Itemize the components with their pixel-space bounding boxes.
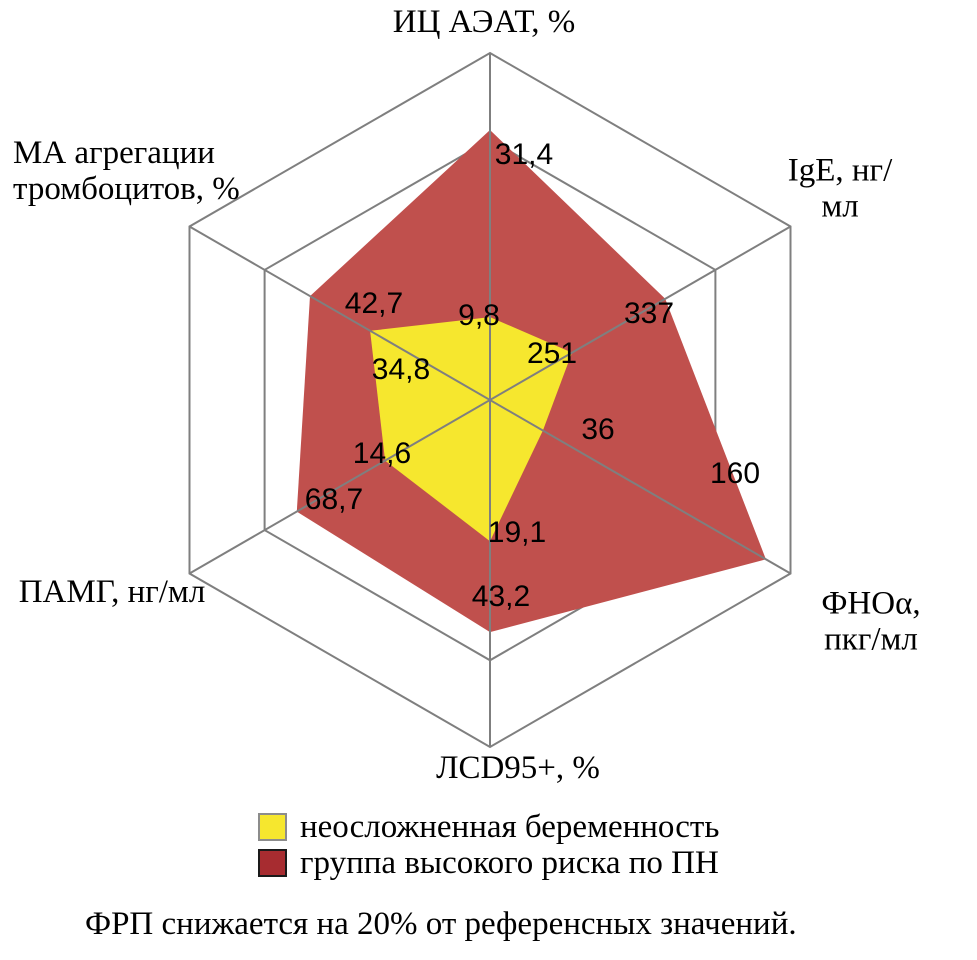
axis-title-lcd95: ЛCD95+, % [436, 750, 600, 787]
value-label-yellow-lcd95: 19,1 [487, 516, 547, 549]
value-label-yellow-ic-aeat: 9,8 [458, 299, 500, 332]
legend-swatch-yellow-icon [258, 813, 287, 841]
value-label-red-fno: 160 [709, 457, 761, 490]
legend-swatch-red-icon [258, 849, 287, 877]
axis-title-pamg: ПАМГ, нг/мл [18, 574, 206, 611]
series-uncomplicated-polygon [370, 317, 572, 542]
legend-item-high-risk: группа высокого риска по ПН [258, 844, 719, 881]
radar-plot [188, 51, 792, 749]
footnote: ФРП снижается на 20% от референсных знач… [85, 906, 797, 942]
axis-title-ma-aggregation: МА агрегации тромбоцитов, % [13, 135, 240, 207]
axis-title-ige: IgE, нг/мл [787, 152, 893, 224]
value-label-red-lcd95: 43,2 [471, 580, 531, 613]
legend: неосложненная беременность группа высоко… [258, 808, 720, 885]
axis-line-fno-ma [188, 225, 792, 575]
legend-label: группа высокого риска по ПН [300, 844, 719, 881]
value-label-yellow-ma: 34,8 [371, 353, 431, 386]
legend-label: неосложненная беременность [300, 808, 720, 845]
value-label-red-ic-aeat: 31,4 [494, 138, 554, 171]
value-label-red-ma: 42,7 [344, 287, 404, 320]
legend-item-uncomplicated: неосложненная беременность [258, 808, 720, 845]
value-label-yellow-fno: 36 [581, 413, 615, 446]
value-label-yellow-ige: 251 [526, 337, 578, 370]
value-label-red-pamg: 68,7 [304, 483, 364, 516]
value-label-red-ige: 337 [623, 297, 675, 330]
value-label-yellow-pamg: 14,6 [352, 437, 412, 470]
axis-title-fno-alpha: ФНОα, пкг/мл [821, 585, 921, 657]
axis-title-ic-aeat: ИЦ АЭАТ, % [392, 4, 576, 41]
